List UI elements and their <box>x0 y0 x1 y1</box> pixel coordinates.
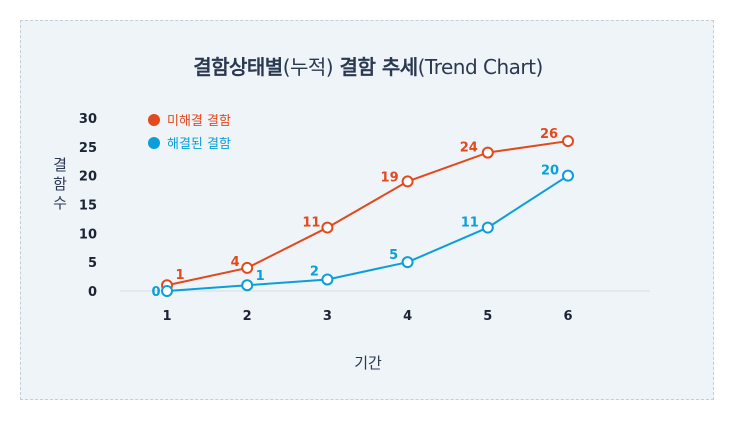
y-axis-title-char: 수 <box>53 194 67 212</box>
y-tick-label: 10 <box>79 227 97 242</box>
data-label: 11 <box>461 216 479 231</box>
chart-panel: 결함상태별(누적) 결함 추세(Trend Chart) <box>20 20 714 400</box>
data-label: 5 <box>389 248 398 263</box>
data-label: 24 <box>460 141 478 156</box>
data-label: 2 <box>310 264 319 279</box>
y-tick-label: 15 <box>79 199 97 214</box>
y-axis-title-char: 함 <box>53 175 67 193</box>
title-main: 결함상태별 <box>193 55 283 79</box>
data-label: 11 <box>302 216 320 231</box>
x-tick-label: 4 <box>403 309 412 324</box>
data-point-resolved <box>481 221 494 234</box>
y-tick-label: 0 <box>88 285 97 300</box>
data-point-unresolved <box>401 175 414 188</box>
series-line-unresolved <box>166 140 569 287</box>
data-point-unresolved <box>481 146 494 159</box>
legend-label: 해결된 결함 <box>167 137 231 152</box>
legend-marker <box>148 114 160 126</box>
data-label: 0 <box>151 285 160 300</box>
x-axis-title: 기간 <box>354 354 382 372</box>
data-label: 1 <box>175 268 184 283</box>
data-point-resolved <box>401 256 414 269</box>
data-point-unresolved <box>241 261 254 274</box>
legend-label: 미해결 결함 <box>167 114 231 129</box>
y-tick-label: 5 <box>88 256 97 271</box>
x-tick-label: 1 <box>162 309 171 324</box>
data-label: 4 <box>231 255 240 270</box>
title-paren-1: (누적) <box>282 55 334 79</box>
legend-marker <box>148 137 160 149</box>
title-paren-2: (Trend Chart) <box>417 55 544 79</box>
y-tick-label: 30 <box>79 112 97 127</box>
x-tick-label: 6 <box>563 309 572 324</box>
data-label: 26 <box>540 127 558 142</box>
data-label: 1 <box>256 269 265 284</box>
x-tick-label: 2 <box>243 309 252 324</box>
data-point-resolved <box>321 273 334 286</box>
y-tick-label: 20 <box>79 170 97 185</box>
y-axis-title-char: 결 <box>53 156 67 174</box>
data-point-unresolved <box>321 221 334 234</box>
data-point-resolved <box>241 279 254 292</box>
x-tick-label: 5 <box>483 309 492 324</box>
data-point-unresolved <box>562 135 574 148</box>
x-tick-label: 3 <box>323 309 332 324</box>
data-label: 19 <box>381 170 399 185</box>
series-line-resolved <box>166 174 569 292</box>
y-tick-label: 25 <box>79 141 97 156</box>
data-point-resolved <box>161 285 173 297</box>
chart-title: 결함상태별(누적) 결함 추세(Trend Chart) <box>21 51 715 80</box>
title-main-2: 결함 추세 <box>333 55 419 79</box>
data-label: 20 <box>541 164 559 179</box>
data-point-resolved <box>562 169 574 182</box>
